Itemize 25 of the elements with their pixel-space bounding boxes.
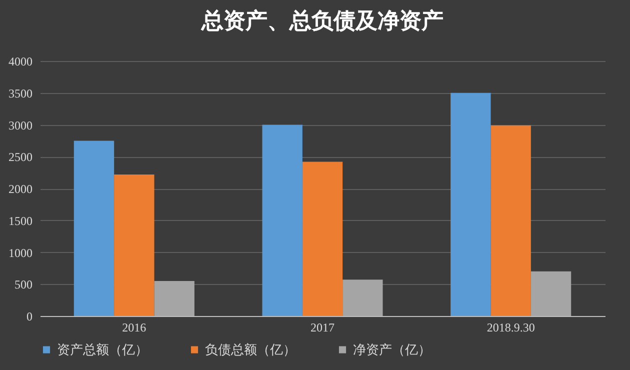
bar bbox=[490, 125, 531, 316]
legend-label: 资产总额（亿） bbox=[57, 342, 148, 357]
bar bbox=[74, 140, 114, 316]
bar bbox=[262, 124, 302, 316]
bar bbox=[302, 162, 343, 316]
chart-title: 总资产、总负债及净资产 bbox=[200, 8, 444, 33]
bar bbox=[342, 280, 383, 316]
bar bbox=[154, 280, 194, 316]
x-tick-label: 2018.9.30 bbox=[486, 320, 535, 334]
y-tick-label: 0 bbox=[26, 310, 32, 324]
legend-label: 负债总额（亿） bbox=[205, 342, 296, 357]
y-tick-label: 500 bbox=[14, 278, 32, 292]
y-tick-label: 2500 bbox=[8, 150, 32, 164]
y-tick-label: 3500 bbox=[8, 86, 32, 100]
y-tick-label: 1500 bbox=[8, 214, 32, 228]
y-tick-label: 4000 bbox=[8, 54, 32, 68]
x-tick-label: 2017 bbox=[310, 320, 334, 334]
y-tick-label: 1000 bbox=[8, 246, 32, 260]
legend-label: 净资产（亿） bbox=[353, 342, 431, 357]
bar bbox=[114, 174, 154, 316]
bar bbox=[530, 271, 572, 316]
y-tick-label: 2000 bbox=[8, 182, 32, 196]
y-tick-label: 3000 bbox=[8, 118, 32, 132]
x-tick-label: 2016 bbox=[122, 320, 146, 334]
bar bbox=[450, 92, 491, 316]
